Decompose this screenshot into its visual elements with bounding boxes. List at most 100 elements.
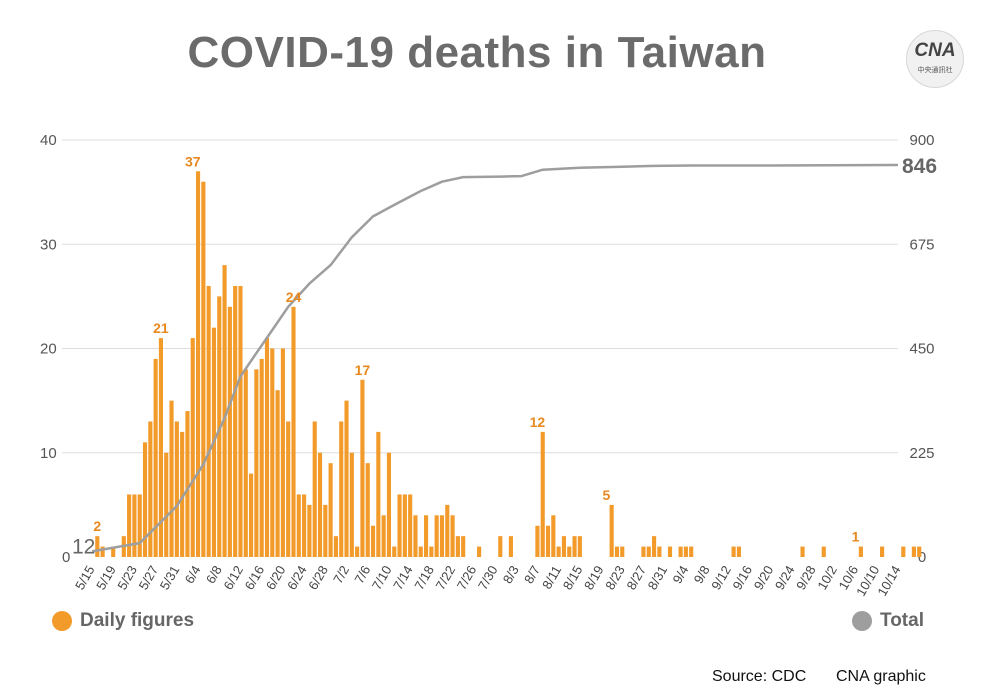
daily-bar — [545, 525, 551, 557]
daily-bar — [111, 546, 116, 557]
daily-bar — [137, 494, 142, 557]
date-tick-label: 9/16 — [729, 563, 755, 592]
cna-logo: CNA 中央通訊社 — [906, 30, 964, 88]
daily-bar — [646, 546, 651, 557]
daily-bar — [667, 546, 673, 557]
daily-bar — [641, 546, 646, 557]
daily-bar — [614, 546, 620, 557]
date-tick-label: 5/31 — [157, 563, 183, 592]
daily-bar — [174, 421, 179, 557]
daily-bar — [302, 494, 307, 557]
date-tick-label: 6/24 — [284, 563, 310, 592]
date-tick-label: 7/2 — [330, 563, 352, 586]
daily-bar — [333, 536, 338, 557]
bar-value-label: 17 — [355, 362, 371, 378]
left-axis-tick-label: 10 — [40, 445, 57, 462]
daily-bar — [620, 546, 625, 557]
daily-bar — [911, 546, 916, 557]
daily-bar — [402, 494, 407, 557]
date-tick-label: 8/15 — [560, 563, 586, 592]
left-axis-tick-label: 20 — [40, 341, 57, 358]
chart-title: COVID-19 deaths in Taiwan — [187, 28, 767, 77]
date-tick-label: 5/27 — [136, 563, 162, 592]
daily-bar — [158, 338, 164, 557]
daily-bar — [445, 504, 450, 557]
daily-bar — [683, 546, 688, 557]
daily-bar — [508, 536, 513, 557]
daily-bar — [307, 504, 312, 557]
daily-bar — [800, 546, 805, 557]
daily-bar — [349, 452, 354, 557]
daily-bar — [264, 338, 270, 557]
date-tick-label: 7/26 — [454, 563, 480, 592]
daily-bar — [439, 515, 445, 557]
date-tick-label: 9/28 — [793, 563, 819, 592]
daily-bar — [498, 536, 503, 557]
daily-bar — [95, 536, 100, 557]
logo-subtext: 中央通訊社 — [917, 67, 953, 74]
daily-bar — [450, 515, 455, 557]
daily-bar — [370, 525, 376, 557]
date-tick-label: 6/4 — [182, 563, 204, 586]
date-tick-label: 8/31 — [645, 563, 671, 592]
daily-bar — [540, 431, 545, 557]
daily-bar — [360, 379, 365, 557]
daily-bar — [455, 536, 460, 557]
daily-bar — [339, 421, 344, 557]
bar-value-label: 24 — [286, 289, 302, 305]
right-axis-tick-label: 675 — [909, 236, 934, 253]
daily-bar — [551, 515, 556, 557]
date-tick-label: 9/12 — [708, 563, 734, 592]
right-axis-tick-label: 0 — [918, 549, 926, 566]
daily-bar — [323, 504, 328, 557]
date-tick-label: 9/20 — [751, 563, 777, 592]
bar-value-label: 2 — [93, 518, 101, 534]
daily-bar — [386, 452, 392, 557]
daily-bar — [180, 431, 185, 557]
legend-daily: Daily figures — [52, 610, 194, 632]
daily-bar — [227, 306, 232, 557]
daily-bar — [270, 348, 275, 557]
daily-bar — [652, 536, 657, 557]
daily-bar — [233, 285, 238, 557]
daily-bar — [100, 546, 105, 557]
daily-bar — [376, 431, 381, 557]
daily-bar — [275, 390, 280, 557]
daily-bar — [689, 546, 694, 557]
daily-bar — [190, 338, 195, 557]
daily-bar — [286, 421, 291, 557]
daily-bar — [561, 536, 567, 557]
daily-bar — [238, 285, 243, 557]
bar-value-label: 12 — [530, 414, 546, 430]
date-tick-label: 8/23 — [602, 563, 628, 592]
source-credit: Source: CDC — [712, 668, 807, 685]
daily-bar — [858, 546, 863, 557]
date-tick-label: 7/22 — [433, 563, 459, 592]
date-tick-label: 6/28 — [305, 563, 331, 592]
daily-bar — [434, 515, 439, 557]
date-tick-label: 5/19 — [93, 563, 119, 592]
daily-bar — [132, 494, 137, 557]
daily-bar — [461, 536, 466, 557]
daily-bar — [222, 265, 227, 557]
daily-bar — [429, 546, 434, 557]
date-tick-label: 7/10 — [369, 563, 395, 592]
daily-bar — [477, 546, 482, 557]
daily-bar — [169, 400, 174, 557]
daily-bar — [609, 504, 614, 557]
date-tick-label: 5/23 — [114, 563, 140, 592]
daily-bar — [423, 515, 429, 557]
daily-bar — [381, 515, 386, 557]
daily-bar — [731, 546, 736, 557]
daily-bar — [736, 546, 741, 557]
date-tick-label: 6/20 — [263, 563, 289, 592]
daily-bar — [392, 546, 397, 557]
daily-bar — [880, 546, 885, 557]
date-tick-label: 5/15 — [72, 563, 98, 592]
daily-bar — [280, 348, 285, 557]
left-axis-tick-label: 40 — [40, 132, 57, 149]
daily-bar — [678, 546, 683, 557]
daily-bar — [291, 306, 296, 557]
daily-bar — [657, 546, 662, 557]
